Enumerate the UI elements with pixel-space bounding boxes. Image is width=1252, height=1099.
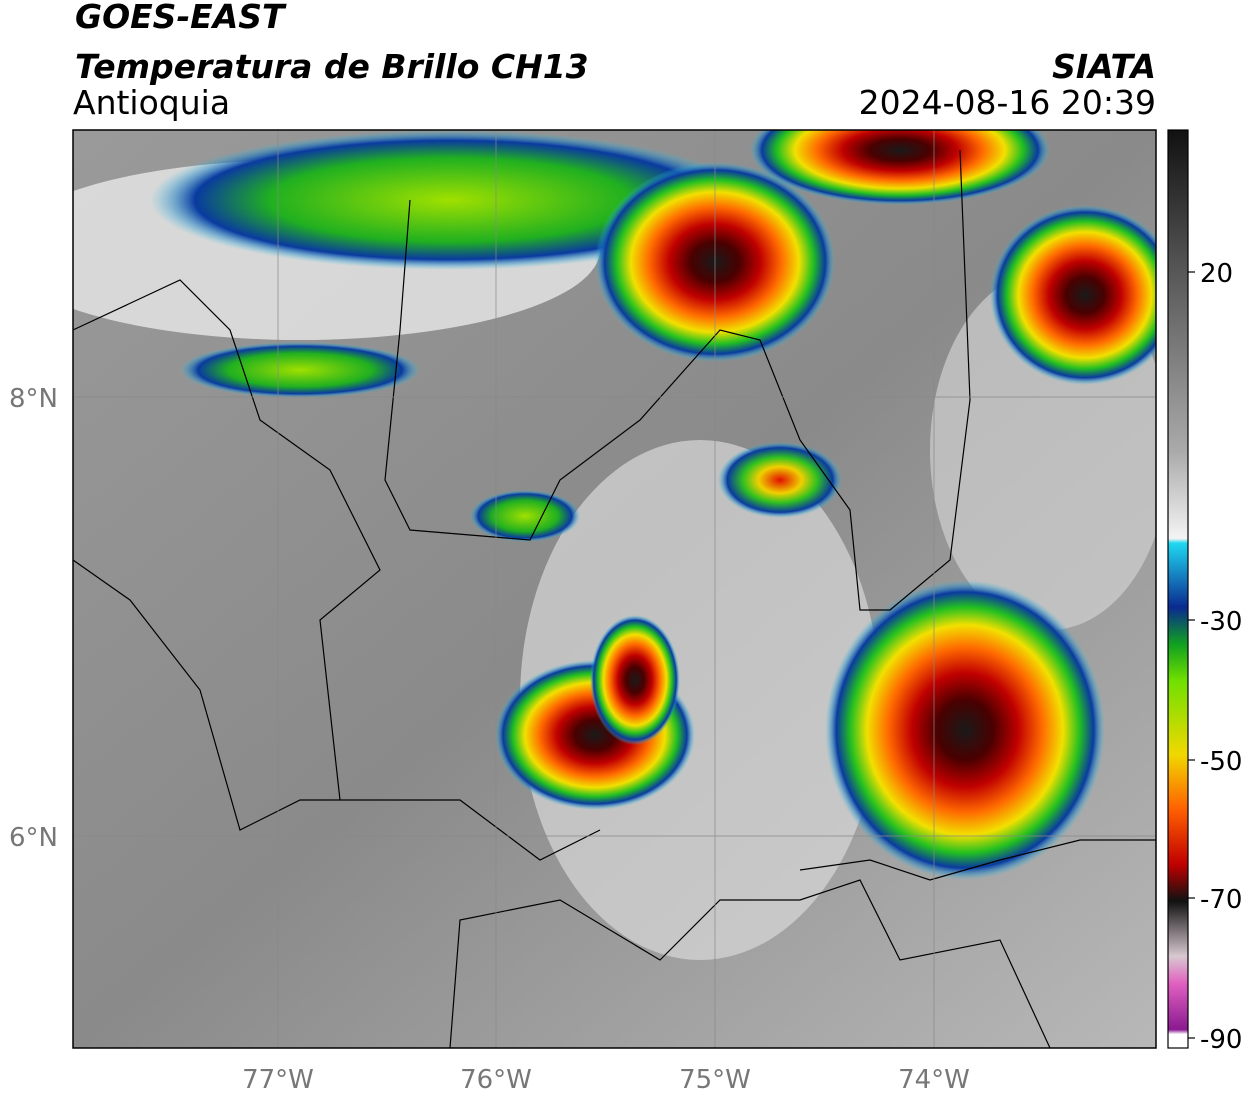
agency: SIATA bbox=[1052, 47, 1156, 86]
colorbar-tick: -50 bbox=[1200, 747, 1242, 777]
colorbar-tick: -70 bbox=[1200, 885, 1242, 915]
satellite: GOES-EAST bbox=[75, 0, 287, 36]
region: Antioquia bbox=[73, 83, 230, 122]
lat-label: 8°N bbox=[9, 384, 58, 414]
lon-label: 77°W bbox=[242, 1065, 314, 1095]
colorbar-tick: -30 bbox=[1200, 607, 1242, 637]
colorbar-tick: 20 bbox=[1200, 259, 1233, 289]
map-frame bbox=[72, 129, 1157, 1049]
colorbar-tick: -90 bbox=[1200, 1025, 1242, 1055]
timestamp: 2024-08-16 20:39 bbox=[859, 83, 1156, 122]
lon-label: 76°W bbox=[460, 1065, 532, 1095]
lon-label: 74°W bbox=[898, 1065, 970, 1095]
lat-label: 6°N bbox=[9, 823, 58, 853]
product: Temperatura de Brillo CH13 bbox=[75, 47, 589, 86]
map bbox=[73, 130, 1156, 1048]
colorbar bbox=[1167, 129, 1189, 1049]
lon-label: 75°W bbox=[679, 1065, 751, 1095]
